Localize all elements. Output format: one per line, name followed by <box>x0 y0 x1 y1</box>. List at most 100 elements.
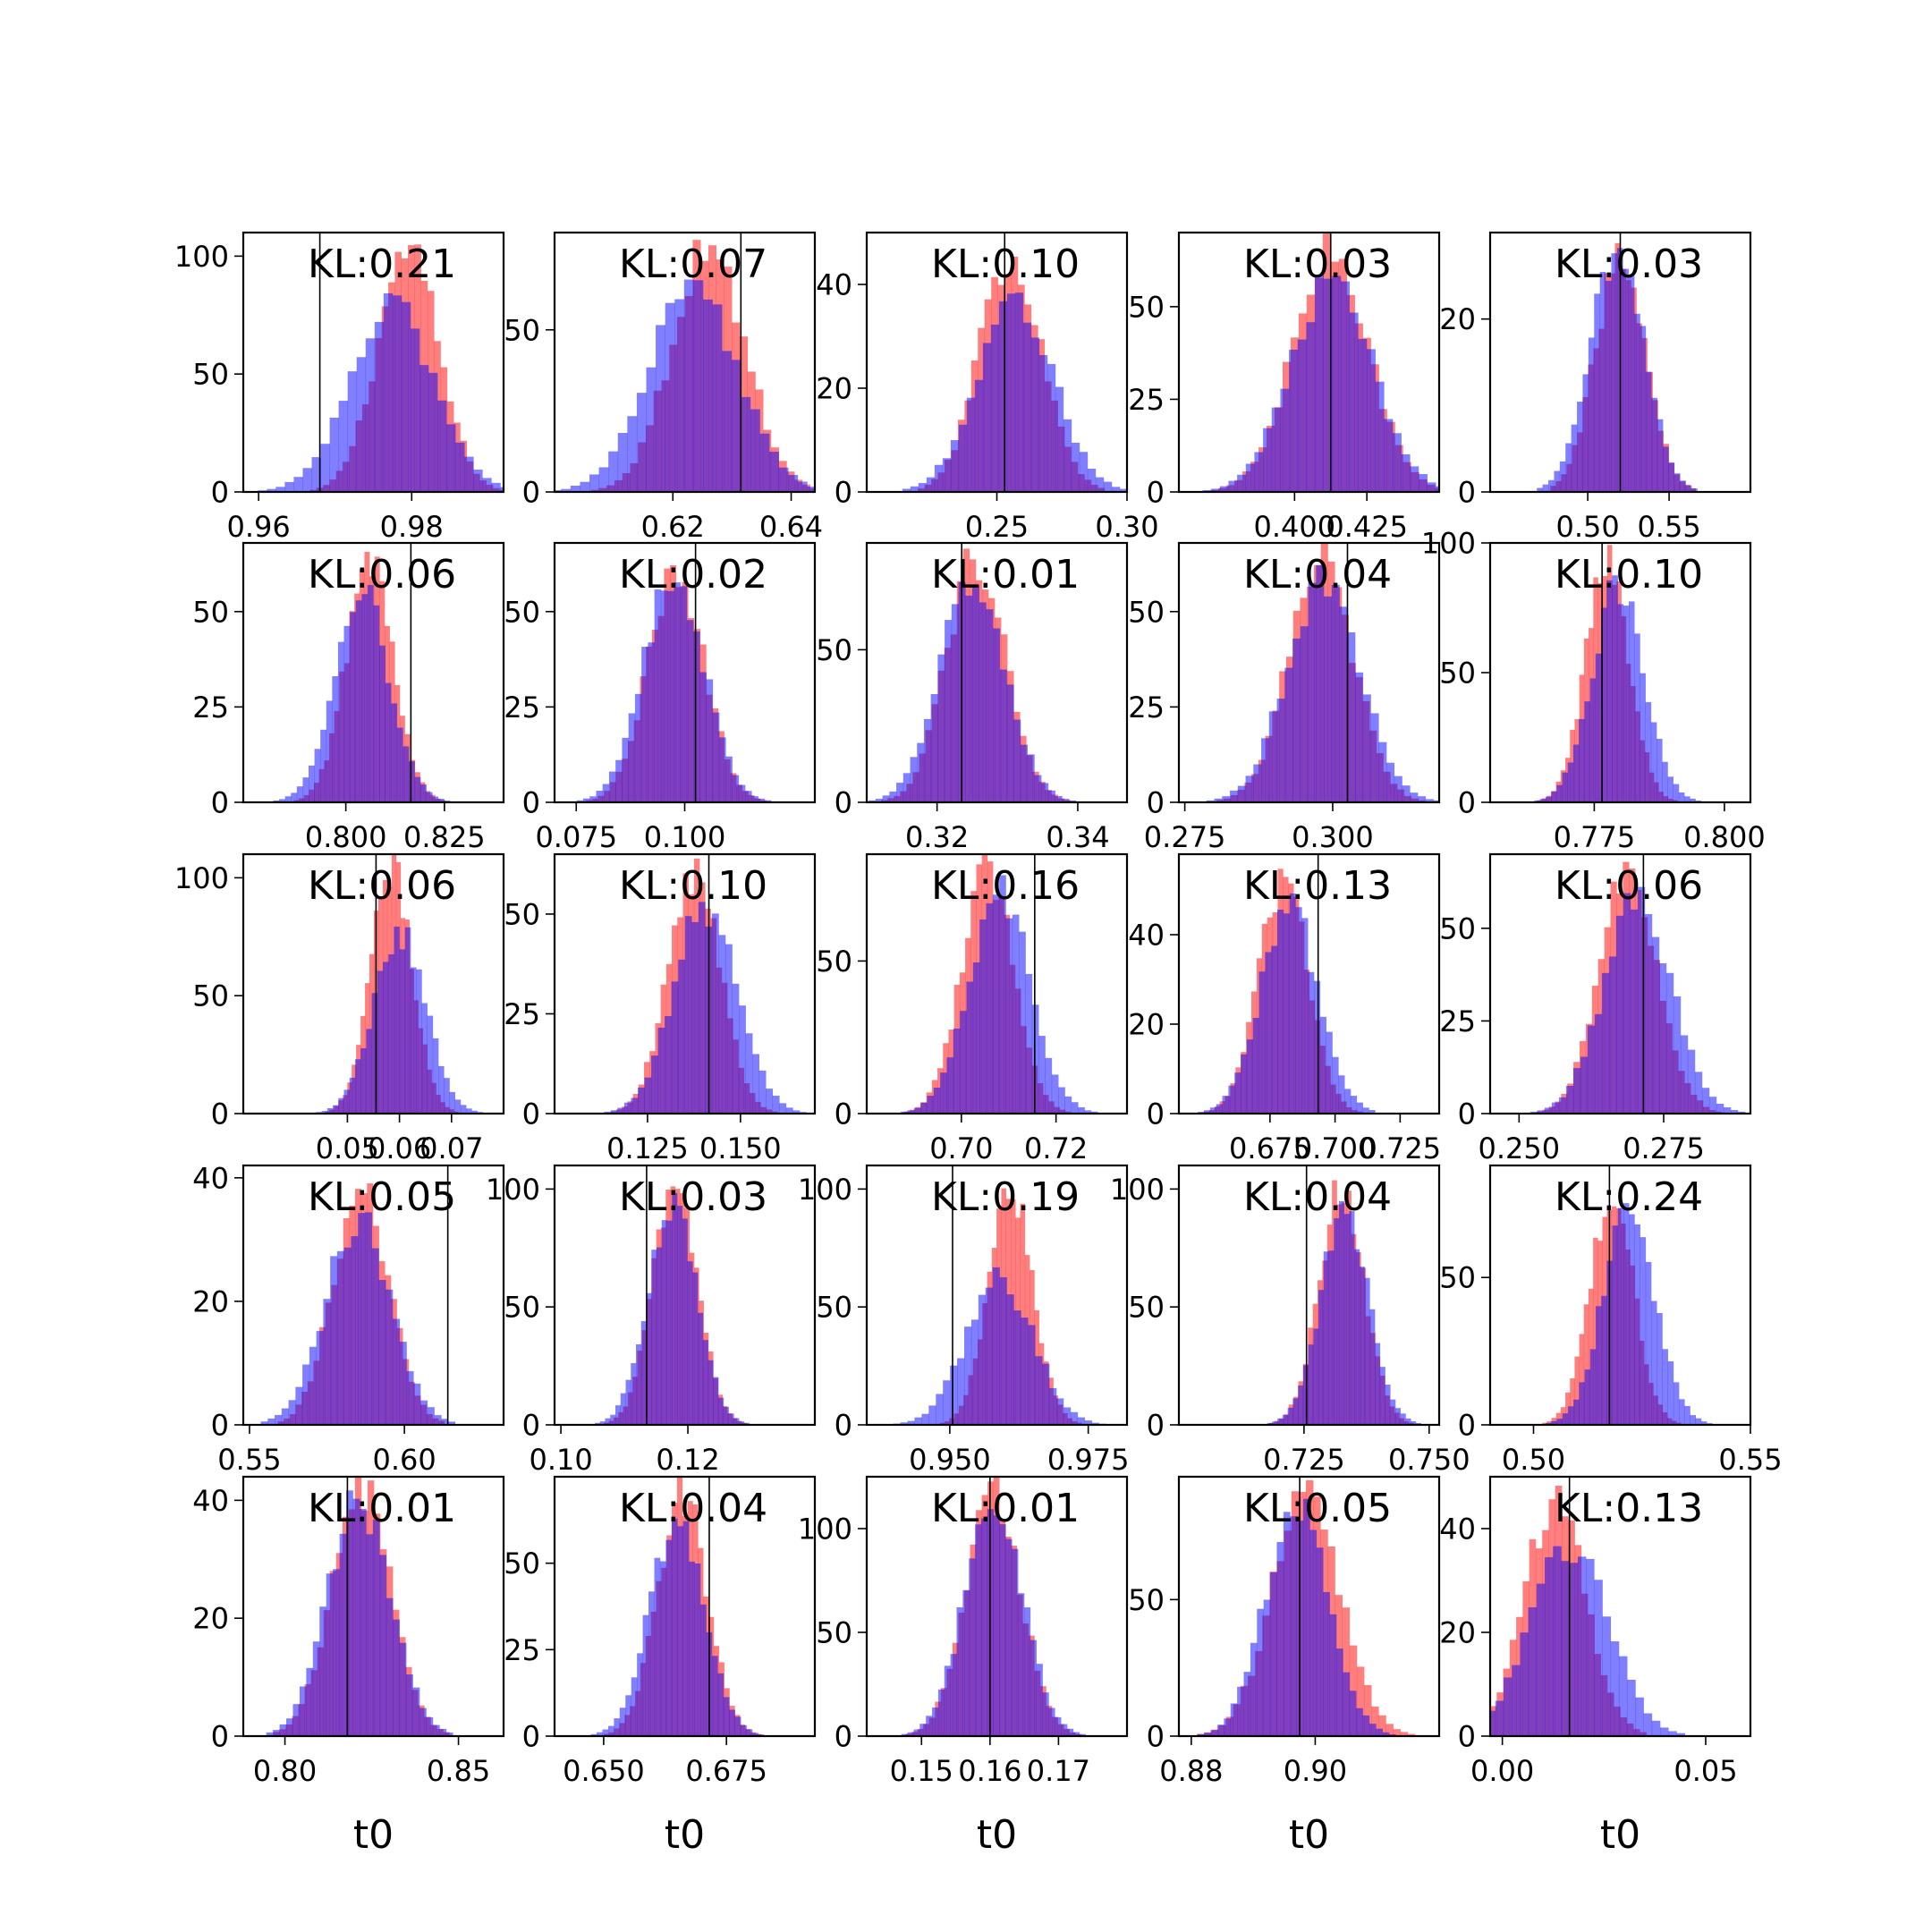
kl-annotation: KL:0.21 <box>308 242 456 287</box>
histogram-bar-blue <box>1584 1369 1591 1425</box>
y-tick-label: 25 <box>192 691 229 724</box>
histogram-bar-blue <box>314 749 321 802</box>
x-axis: 0.70 0.72 <box>929 1114 1088 1165</box>
y-axis: 0 25 50 <box>504 595 555 820</box>
histogram-bar-blue <box>665 302 675 492</box>
histogram-bar-blue <box>615 1405 622 1425</box>
x-axis: 0.075 0.100 <box>535 802 725 854</box>
histogram-bar-blue <box>1270 1572 1277 1736</box>
kl-annotation: KL:0.01 <box>931 1486 1080 1531</box>
histogram-bar-blue <box>1230 1703 1238 1736</box>
histogram-bar-blue <box>1323 1251 1329 1425</box>
histogram-bar-blue <box>1027 754 1035 802</box>
histogram-bar-blue <box>1586 1558 1595 1736</box>
histogram-bar-blue <box>1685 485 1692 492</box>
histogram-bar-blue <box>966 397 976 492</box>
histogram-bar-blue <box>320 444 330 492</box>
histogram-bar-blue <box>1660 1727 1669 1736</box>
axes-frame <box>1177 1164 1441 1427</box>
histogram-bar-blue <box>631 1677 638 1736</box>
histogram-bar-blue <box>412 1687 420 1736</box>
histogram-bar-blue <box>677 1526 683 1736</box>
histogram-bar-blue <box>1567 762 1574 802</box>
histogram-bars <box>595 1186 750 1425</box>
histogram-bar-blue <box>1079 452 1089 492</box>
histogram-bar-blue <box>1042 1363 1050 1425</box>
histogram-bar-blue <box>1301 918 1309 1114</box>
histogram-bar-blue <box>1545 796 1552 802</box>
histogram-bar-red <box>1579 1334 1585 1425</box>
y-tick-label: 50 <box>504 313 540 347</box>
y-tick-label: 100 <box>174 240 229 274</box>
histogram-bar-blue <box>692 1272 699 1425</box>
y-axis: 0 20 40 <box>1439 1513 1490 1754</box>
x-axis: 0.775 0.800 <box>1554 802 1766 854</box>
histogram-bar-blue <box>1055 1716 1062 1736</box>
histogram-bar-blue <box>361 594 369 802</box>
histogram-bar-red <box>1349 1645 1358 1736</box>
x-tick-label: 0.50 <box>1502 1443 1565 1477</box>
y-tick-label: 50 <box>816 945 852 979</box>
histogram-bar-blue <box>336 1250 344 1425</box>
histogram-bar-blue <box>965 595 973 802</box>
histogram-bar-blue <box>1347 631 1356 802</box>
histogram-bar-blue <box>1556 784 1563 802</box>
histogram-bar-blue <box>281 1408 289 1425</box>
histogram-bar-blue <box>419 1707 427 1736</box>
histogram-bar-blue <box>1021 1318 1029 1425</box>
histogram-bar-blue <box>666 1220 673 1425</box>
histogram-bar-blue <box>1600 607 1607 802</box>
histogram-bar-blue <box>1356 1707 1363 1736</box>
histogram-bar-blue <box>1573 1399 1580 1425</box>
histogram-bar-blue <box>1676 1733 1685 1736</box>
kl-annotation: KL:0.05 <box>308 1174 456 1220</box>
histogram-bar-blue <box>703 299 713 492</box>
histogram-bar-blue <box>642 1614 649 1736</box>
histogram-bar-blue <box>1087 469 1097 492</box>
x-tick-label: 0.64 <box>759 510 823 544</box>
x-tick-label: 0.750 <box>1388 1443 1470 1477</box>
x-axis: 0.275 0.300 <box>1144 802 1374 854</box>
histogram-bars <box>260 1182 456 1425</box>
histogram-bar-blue <box>473 470 483 492</box>
y-axis: 0 20 <box>1439 302 1490 510</box>
histogram-bar-blue <box>927 1096 935 1114</box>
x-tick-label: 0.12 <box>656 1443 719 1477</box>
histogram-bar-blue <box>1379 1367 1385 1425</box>
histogram-bar-blue <box>1023 1607 1031 1736</box>
histogram-bar-blue <box>758 1070 767 1114</box>
histogram-bar-blue <box>338 1097 344 1114</box>
axes-frame <box>553 1475 817 1738</box>
histogram-bar-blue <box>657 1247 663 1425</box>
histogram-bar-blue <box>402 746 410 802</box>
histogram-bar-blue <box>1222 796 1231 802</box>
histogram-bar-blue <box>460 1105 467 1114</box>
histogram-bar-blue <box>427 1407 435 1425</box>
histogram-bar-blue <box>1344 1089 1352 1114</box>
histogram-bar-blue <box>1536 1583 1546 1736</box>
histogram-bar-blue <box>267 1418 275 1425</box>
histogram-bar-blue <box>1362 1107 1369 1114</box>
histogram-bar-blue <box>641 647 648 802</box>
axes-frame <box>865 1164 1129 1427</box>
x-tick-label: 0.30 <box>1095 510 1158 544</box>
x-tick-label: 0.55 <box>217 1443 281 1477</box>
x-tick-label: 0.05 <box>1674 1754 1737 1788</box>
subplot-24: 0 50 0.88 0.90 KL:0.05 t0 <box>1128 1475 1441 1858</box>
histogram-bar-red <box>1407 1733 1416 1736</box>
histogram-bar-blue <box>1014 292 1024 492</box>
histogram-bar-blue <box>1362 1715 1370 1736</box>
histogram-bar-blue <box>1263 1599 1271 1736</box>
histogram-bar-blue <box>1071 1102 1079 1114</box>
histogram-bar-blue <box>1673 996 1682 1114</box>
histogram-bar-blue <box>1668 462 1675 492</box>
histogram-bar-blue <box>379 645 386 802</box>
histogram-bar-blue <box>399 1342 407 1425</box>
histogram-bar-blue <box>1427 482 1436 492</box>
histogram-bar-red <box>1356 1666 1365 1736</box>
histogram-bar-blue <box>1084 1420 1092 1425</box>
subplot-9: 0 25 50 0.275 0.300 KL:0.04 <box>1128 541 1441 854</box>
kl-annotation: KL:0.06 <box>1555 863 1703 909</box>
x-tick-label: 0.100 <box>644 820 726 854</box>
x-tick-label: 0.34 <box>1046 820 1109 854</box>
